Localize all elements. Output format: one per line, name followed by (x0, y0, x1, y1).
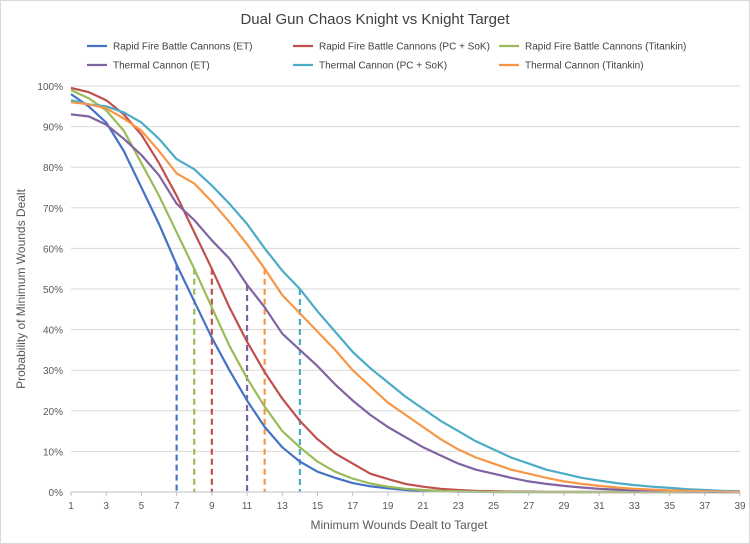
gridlines (71, 85, 740, 452)
y-tick-label: 60% (43, 244, 63, 255)
y-axis-ticks: 0% 10% 20% 30% 40% 50% 60% 70% 80% 90% 100% (37, 82, 63, 499)
series-line-rapid-fire-battle-cannons-titankin (70, 89, 740, 494)
y-tick-label: 0% (49, 488, 64, 499)
y-tick-label: 90% (43, 123, 63, 134)
chart-title: Dual Gun Chaos Knight vs Knight Target (240, 11, 510, 28)
x-tick-label: 31 (594, 501, 606, 512)
x-axis-label: Minimum Wounds Dealt to Target (311, 518, 489, 532)
x-tick-label: 5 (139, 501, 145, 512)
x-tick-label: 3 (103, 501, 109, 512)
x-tick-label: 33 (629, 501, 641, 512)
x-tick-label: 23 (453, 501, 465, 512)
legend-item-thermal-cannon-et: Thermal Cannon (ET) (87, 61, 210, 72)
x-tick-label: 21 (418, 501, 430, 512)
legend-label: Rapid Fire Battle Cannons (Titankin) (525, 42, 686, 53)
legend-item-rapid-fire-battle-cannons-pc-sok: Rapid Fire Battle Cannons (PC + SoK) (293, 42, 490, 53)
series-line-rapid-fire-battle-cannons-pc-sok (70, 86, 740, 494)
legend-label: Thermal Cannon (ET) (113, 61, 210, 72)
legend-item-rapid-fire-battle-cannons-et: Rapid Fire Battle Cannons (ET) (87, 42, 253, 53)
y-tick-label: 30% (43, 366, 63, 377)
legend-label: Thermal Cannon (Titankin) (525, 61, 644, 72)
x-tick-label: 15 (312, 501, 324, 512)
x-tick-label: 37 (699, 501, 711, 512)
y-tick-label: 80% (43, 163, 63, 174)
x-tick-label: 25 (488, 501, 500, 512)
y-tick-label: 20% (43, 407, 63, 418)
series-line-thermal-cannon-pc-sok (70, 99, 741, 493)
y-tick-label: 10% (43, 447, 63, 458)
x-tick-label: 35 (664, 501, 676, 512)
legend: Rapid Fire Battle Cannons (ET) Rapid Fire… (87, 42, 686, 72)
x-tick-label: 29 (558, 501, 570, 512)
x-tick-label: 39 (734, 501, 746, 512)
x-tick-label: 27 (523, 501, 535, 512)
series-line-thermal-cannon-et (70, 113, 740, 494)
legend-label: Thermal Cannon (PC + SoK) (319, 61, 447, 72)
y-tick-label: 40% (43, 326, 63, 337)
x-tick-label: 19 (382, 501, 394, 512)
legend-item-thermal-cannon-pc-sok: Thermal Cannon (PC + SoK) (293, 61, 447, 72)
y-tick-label: 50% (43, 285, 63, 296)
series-line-thermal-cannon-titankin (70, 101, 741, 494)
x-tick-label: 9 (209, 501, 215, 512)
y-axis-label: Probability of Minimum Wounds Dealt (14, 188, 28, 389)
legend-item-rapid-fire-battle-cannons-titankin: Rapid Fire Battle Cannons (Titankin) (499, 42, 686, 53)
dashed-markers (175, 264, 301, 492)
y-tick-label: 100% (37, 82, 63, 93)
x-axis-ticks: 1 3 5 7 9 11 13 15 17 19 21 23 25 27 29 31 33 35 37 39 (68, 492, 746, 512)
x-tick-label: 11 (242, 501, 253, 512)
x-tick-label: 17 (347, 501, 359, 512)
series-lines (70, 86, 741, 494)
legend-item-thermal-cannon-titankin: Thermal Cannon (Titankin) (499, 61, 644, 72)
legend-label: Rapid Fire Battle Cannons (ET) (113, 42, 253, 53)
legend-label: Rapid Fire Battle Cannons (PC + SoK) (319, 42, 490, 53)
x-tick-label: 7 (174, 501, 180, 512)
y-tick-label: 70% (43, 204, 63, 215)
x-tick-label: 1 (68, 501, 74, 512)
x-tick-label: 13 (277, 501, 289, 512)
